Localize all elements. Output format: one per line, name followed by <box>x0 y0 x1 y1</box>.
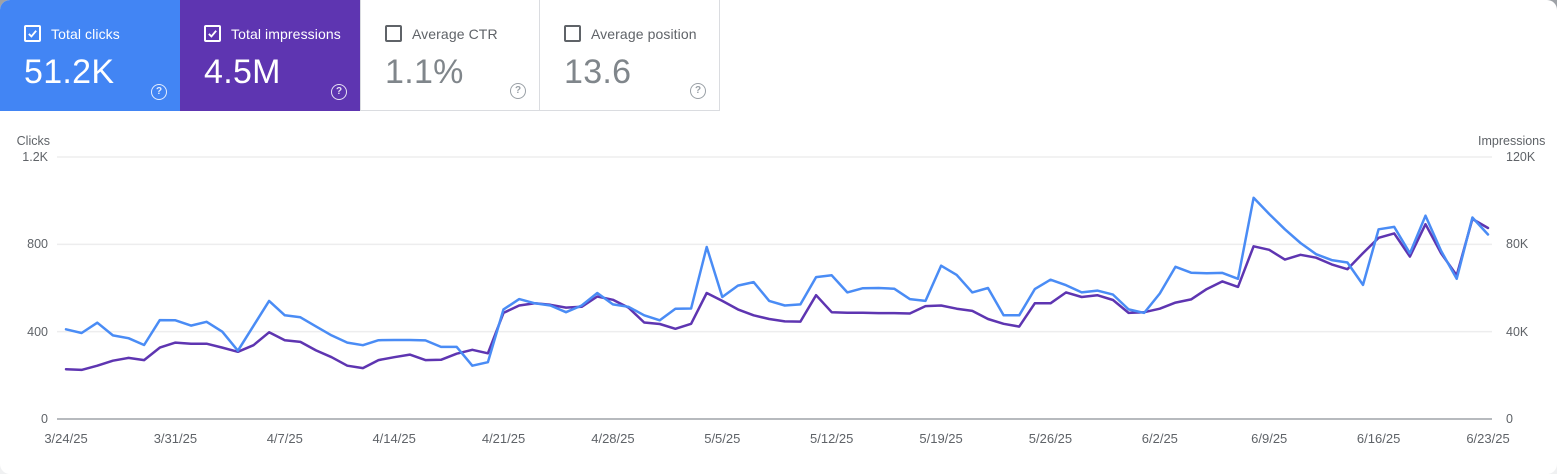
date-tick-label: 4/28/25 <box>591 431 635 446</box>
card-average-position[interactable]: Average position 13.6 ? <box>540 0 720 111</box>
left-tick-label: 0 <box>41 412 48 426</box>
left-tick-label: 800 <box>27 237 48 252</box>
card-total-impressions[interactable]: Total impressions 4.5M ? <box>180 0 360 111</box>
card-label-total-impressions: Total impressions <box>231 25 341 42</box>
metric-cards-row: Total clicks 51.2K ? Total impressions 4… <box>0 0 1557 111</box>
right-tick-label: 40K <box>1506 324 1529 339</box>
card-value-average-ctr: 1.1% <box>385 53 464 91</box>
card-head: Average position <box>564 25 719 42</box>
card-head: Total impressions <box>204 25 360 42</box>
help-icon[interactable]: ? <box>690 83 706 99</box>
date-tick-label: 5/12/25 <box>810 431 854 446</box>
card-value-total-impressions: 4.5M <box>204 53 281 91</box>
series-line-impressions[interactable] <box>64 217 1490 372</box>
card-head: Average CTR <box>385 25 539 42</box>
left-tick-label: 1.2K <box>22 150 48 164</box>
series-line-clicks[interactable] <box>64 196 1490 367</box>
card-label-average-position: Average position <box>591 25 697 42</box>
date-tick-label: 3/24/25 <box>44 431 88 446</box>
date-tick-label: 6/9/25 <box>1251 431 1288 446</box>
date-tick-label: 3/31/25 <box>153 431 198 446</box>
date-tick-label: 4/21/25 <box>481 431 526 446</box>
right-tick-label: 120K <box>1506 150 1536 164</box>
date-tick-label: 4/14/25 <box>372 431 416 446</box>
check-icon <box>28 30 37 38</box>
card-label-total-clicks: Total clicks <box>51 25 120 42</box>
card-label-average-ctr: Average CTR <box>412 25 498 42</box>
date-tick-label: 5/19/25 <box>919 431 963 446</box>
left-tick-label: 400 <box>27 324 48 339</box>
left-axis-title: Clicks <box>16 134 50 148</box>
date-tick-label: 6/23/25 <box>1466 431 1510 446</box>
total-impressions-checkbox[interactable] <box>204 25 221 42</box>
average-position-checkbox[interactable] <box>564 25 581 42</box>
date-tick-label: 4/7/25 <box>266 431 303 446</box>
card-head: Total clicks <box>24 25 180 42</box>
right-axis-title: Impressions <box>1478 134 1546 148</box>
date-tick-label: 6/2/25 <box>1141 431 1178 446</box>
right-tick-label: 0 <box>1506 412 1513 426</box>
card-total-clicks[interactable]: Total clicks 51.2K ? <box>0 0 180 111</box>
gridlines-group <box>57 156 1492 420</box>
help-icon[interactable]: ? <box>510 83 526 99</box>
card-value-total-clicks: 51.2K <box>24 53 115 91</box>
date-tick-label: 5/26/25 <box>1028 431 1073 446</box>
average-ctr-checkbox[interactable] <box>385 25 402 42</box>
help-icon[interactable]: ? <box>331 84 347 100</box>
date-tick-label: 6/16/25 <box>1356 431 1401 446</box>
help-icon[interactable]: ? <box>151 84 167 100</box>
total-clicks-checkbox[interactable] <box>24 25 41 42</box>
card-average-ctr[interactable]: Average CTR 1.1% ? <box>360 0 540 111</box>
series-group <box>64 196 1490 372</box>
right-tick-label: 80K <box>1506 237 1529 252</box>
check-icon <box>208 30 217 38</box>
card-value-average-position: 13.6 <box>564 53 632 91</box>
date-tick-label: 5/5/25 <box>704 431 741 446</box>
